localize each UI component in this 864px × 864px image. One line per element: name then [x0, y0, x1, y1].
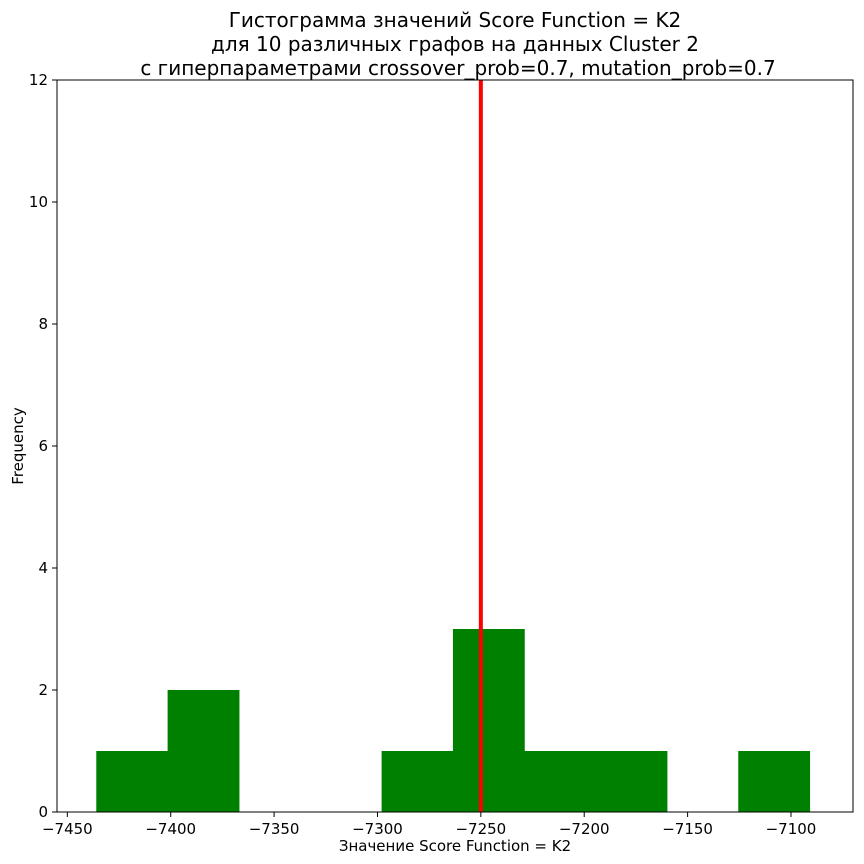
x-axis-label: Значение Score Function = K2 [339, 837, 571, 855]
x-tick-label: −7250 [455, 820, 506, 838]
y-tick-label: 6 [38, 437, 48, 455]
x-tick-label: −7400 [145, 820, 196, 838]
histogram-bar-4 [381, 751, 454, 812]
histogram-bar-1 [167, 690, 240, 812]
y-axis: 0 2 4 6 8 10 12 [29, 71, 57, 821]
histogram-bar-6 [524, 751, 597, 812]
y-tick-label: 4 [38, 559, 48, 577]
title-line-1: Гистограмма значений Score Function = K2 [229, 8, 682, 32]
y-tick-label: 10 [29, 193, 48, 211]
x-tick-label: −7150 [662, 820, 713, 838]
x-tick-label: −7450 [42, 820, 93, 838]
histogram-bar-0 [96, 751, 169, 812]
x-tick-label: −7300 [352, 820, 403, 838]
histogram-bar-9 [738, 751, 811, 812]
histogram-bar-7 [595, 751, 668, 812]
x-tick-label: −7100 [766, 820, 817, 838]
x-tick-label: −7200 [559, 820, 610, 838]
y-tick-label: 12 [29, 71, 48, 89]
x-axis: −7450 −7400 −7350 −7300 −7250 −7200 −7150 −7100 [42, 812, 816, 838]
x-tick-label: −7350 [249, 820, 300, 838]
y-axis-label: Frequency [9, 407, 27, 485]
y-tick-label: 8 [38, 315, 48, 333]
histogram-bars [96, 629, 811, 812]
histogram-bar-5 [452, 629, 525, 812]
chart-title: Гистограмма значений Score Function = K2… [140, 8, 775, 80]
y-tick-label: 0 [38, 803, 48, 821]
y-tick-label: 2 [38, 681, 48, 699]
title-line-2: для 10 различных графов на данных Cluste… [211, 32, 699, 56]
title-line-3: с гиперпараметрами crossover_prob=0.7, m… [140, 56, 775, 80]
